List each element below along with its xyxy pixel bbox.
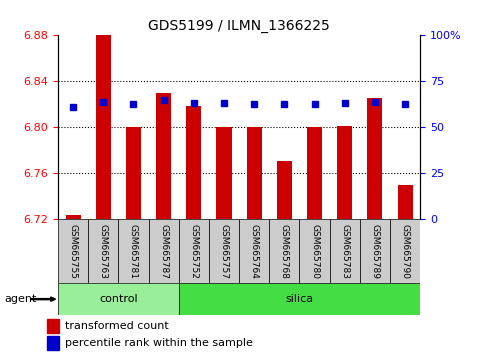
Text: control: control (99, 294, 138, 304)
Bar (277, 161, 292, 219)
Bar (368, 98, 383, 219)
Text: GSM665783: GSM665783 (340, 224, 349, 279)
Text: transformed count: transformed count (65, 321, 169, 331)
Text: percentile rank within the sample: percentile rank within the sample (65, 338, 253, 348)
Bar (186, 105, 201, 219)
Bar (47, 336, 59, 350)
FancyBboxPatch shape (270, 219, 299, 283)
FancyBboxPatch shape (390, 219, 420, 283)
Bar (216, 127, 231, 219)
FancyBboxPatch shape (88, 219, 118, 283)
FancyBboxPatch shape (360, 219, 390, 283)
FancyBboxPatch shape (299, 219, 330, 283)
FancyBboxPatch shape (58, 283, 179, 315)
FancyBboxPatch shape (179, 219, 209, 283)
Bar (398, 185, 412, 219)
Bar (307, 127, 322, 219)
FancyBboxPatch shape (330, 219, 360, 283)
FancyBboxPatch shape (239, 219, 270, 283)
Text: GSM665752: GSM665752 (189, 224, 199, 279)
Title: GDS5199 / ILMN_1366225: GDS5199 / ILMN_1366225 (148, 19, 330, 33)
FancyBboxPatch shape (118, 219, 149, 283)
Bar (337, 126, 352, 219)
Bar (96, 33, 111, 219)
FancyBboxPatch shape (209, 219, 239, 283)
Text: GSM665789: GSM665789 (370, 224, 380, 279)
Text: GSM665764: GSM665764 (250, 224, 259, 279)
Text: GSM665757: GSM665757 (219, 224, 228, 279)
Bar (247, 127, 262, 219)
FancyBboxPatch shape (58, 219, 88, 283)
Bar (47, 319, 59, 333)
Text: GSM665781: GSM665781 (129, 224, 138, 279)
Text: silica: silica (285, 294, 313, 304)
FancyBboxPatch shape (179, 283, 420, 315)
Bar (66, 215, 81, 219)
FancyBboxPatch shape (149, 219, 179, 283)
Text: GSM665780: GSM665780 (310, 224, 319, 279)
Text: GSM665787: GSM665787 (159, 224, 168, 279)
Text: GSM665755: GSM665755 (69, 224, 78, 279)
Text: GSM665790: GSM665790 (400, 224, 410, 279)
Text: GSM665768: GSM665768 (280, 224, 289, 279)
Bar (156, 93, 171, 219)
Text: agent: agent (5, 294, 37, 304)
Bar (126, 127, 141, 219)
Text: GSM665763: GSM665763 (99, 224, 108, 279)
